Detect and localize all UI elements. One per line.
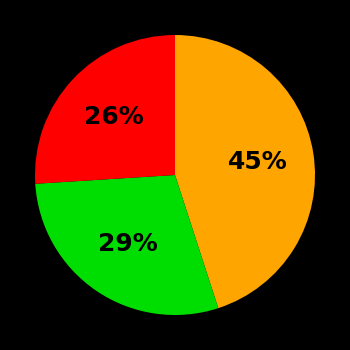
- Text: 26%: 26%: [84, 105, 144, 130]
- Text: 45%: 45%: [228, 150, 288, 174]
- Wedge shape: [175, 35, 315, 308]
- Wedge shape: [35, 175, 218, 315]
- Wedge shape: [35, 35, 175, 184]
- Text: 29%: 29%: [98, 232, 158, 257]
